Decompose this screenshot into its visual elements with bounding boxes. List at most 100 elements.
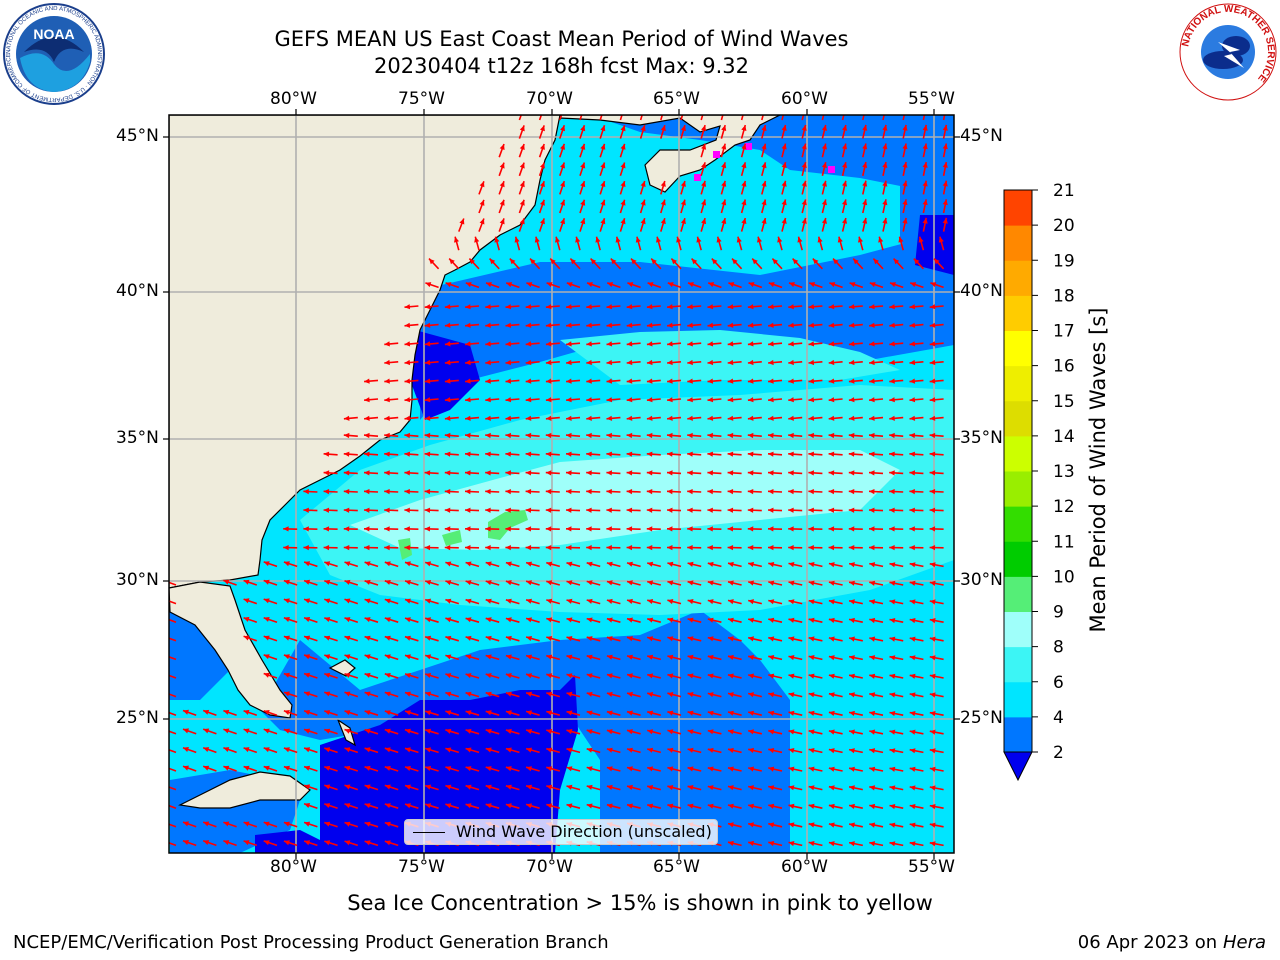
- wind-arrow-head: [546, 747, 553, 753]
- wind-arrow-head: [848, 415, 855, 421]
- wind-arrow-head: [788, 580, 795, 586]
- wind-arrow-head: [942, 217, 948, 224]
- wind-arrow-head: [364, 765, 371, 771]
- wind-arrow-head: [425, 691, 432, 697]
- wind-arrow-head: [721, 107, 726, 113]
- wind-arrow-head: [560, 162, 565, 169]
- wind-arrow-head: [728, 561, 734, 567]
- wind-arrow-head: [263, 635, 270, 641]
- wind-arrow-head: [727, 545, 734, 551]
- wind-arrow-head: [445, 654, 452, 660]
- wind-arrow-head: [748, 636, 754, 642]
- wind-arrow-head: [566, 397, 572, 403]
- wind-arrow-head: [183, 840, 189, 845]
- wind-arrow-head: [424, 470, 431, 476]
- wind-arrow-head: [600, 162, 606, 169]
- wind-arrow-head: [788, 432, 794, 439]
- wind-arrow-head: [922, 180, 928, 187]
- wind-arrow-head: [364, 747, 371, 753]
- wind-arrow-head: [540, 125, 545, 132]
- wind-arrow-head: [620, 218, 626, 225]
- colorbar-tick-label: 18: [1053, 286, 1075, 306]
- wind-arrow-head: [283, 691, 290, 697]
- wind-arrow-head: [183, 728, 189, 734]
- wind-arrow-head: [404, 489, 410, 495]
- wind-arrow-head: [687, 599, 694, 605]
- wind-arrow-head: [343, 415, 350, 421]
- wind-arrow-head: [667, 322, 673, 328]
- wind-arrow-head: [384, 545, 390, 551]
- wind-arrow-head: [499, 162, 505, 169]
- wind-arrow-head: [425, 598, 432, 604]
- wind-arrow-head: [525, 304, 532, 310]
- colorbar-label: Mean Period of Wind Waves [s]: [1086, 307, 1110, 633]
- wind-arrow-head: [606, 359, 613, 366]
- wind-arrow-head: [534, 236, 540, 243]
- wind-arrow-head: [747, 545, 754, 551]
- wind-arrow-head: [606, 654, 613, 660]
- wind-arrow-head: [263, 765, 270, 771]
- wind-arrow-head: [902, 106, 907, 112]
- wind-arrow-head: [728, 785, 734, 791]
- wind-arrow-head: [566, 507, 572, 513]
- wind-arrow-head: [701, 162, 707, 169]
- wind-arrow-head: [909, 545, 915, 551]
- wind-arrow-head: [485, 341, 491, 347]
- wind-arrow-head: [404, 415, 411, 421]
- colorbar-segment: [1004, 260, 1032, 296]
- wind-arrow-head: [424, 304, 431, 310]
- wind-arrow-head: [540, 162, 545, 169]
- wind-arrow-head: [922, 217, 928, 224]
- wind-arrow-head: [889, 322, 895, 328]
- wind-arrow-head: [853, 258, 859, 265]
- wind-arrow-shaft: [660, 115, 664, 121]
- wind-arrow-head: [929, 470, 936, 476]
- wind-arrow-head: [842, 125, 848, 131]
- wind-arrow-head: [626, 470, 633, 476]
- wind-arrow-head: [243, 709, 250, 715]
- wind-arrow-head: [809, 282, 816, 288]
- chart-title: GEFS MEAN US East Coast Mean Period of W…: [274, 27, 849, 51]
- wind-arrow-head: [837, 236, 843, 243]
- wind-arrow-head: [869, 710, 876, 717]
- wind-arrow-head: [243, 616, 250, 622]
- wind-arrow-head: [707, 451, 713, 457]
- noaa-logo-text: NOAA: [33, 26, 74, 42]
- wind-arrow-head: [828, 729, 835, 735]
- wind-arrow-head: [344, 728, 351, 734]
- wind-arrow-head: [580, 199, 586, 206]
- wind-arrow-head: [606, 507, 612, 513]
- wind-arrow-head: [828, 451, 835, 457]
- wind-arrow-head: [404, 378, 411, 384]
- wind-arrow-head: [768, 432, 774, 439]
- wind-arrow-head: [929, 304, 936, 310]
- wind-arrow-head: [748, 692, 754, 698]
- sea-ice-marks: [694, 143, 835, 181]
- wind-arrow-head: [889, 599, 896, 605]
- wind-arrow-head: [499, 199, 505, 206]
- wind-arrow-head: [405, 784, 411, 790]
- wind-arrow-head: [384, 784, 391, 790]
- wind-arrow-head: [701, 125, 707, 132]
- wind-arrow-head: [545, 341, 552, 347]
- wind-arrow-head: [606, 784, 613, 790]
- wind-arrow-head: [323, 507, 330, 513]
- wind-arrow-head: [485, 598, 492, 604]
- wind-arrow-head: [405, 766, 411, 771]
- wind-arrow-head: [223, 765, 230, 771]
- wind-arrow-head: [485, 803, 492, 809]
- wind-arrow-head: [525, 545, 532, 551]
- wind-arrow-head: [748, 710, 754, 716]
- wind-arrow-head: [667, 451, 673, 457]
- wind-arrow-head: [384, 691, 391, 697]
- wind-arrow-head: [687, 432, 693, 439]
- lon-label-bottom: 55°W: [908, 857, 955, 877]
- wind-arrow-head: [243, 728, 250, 734]
- wind-arrow-head: [424, 415, 431, 421]
- wind-arrow-head: [600, 181, 606, 187]
- wind-arrow-head: [781, 180, 787, 187]
- wind-arrow-head: [566, 636, 573, 642]
- wind-arrow-head: [626, 397, 633, 403]
- wind-arrow-head: [781, 125, 787, 131]
- wind-arrow-head: [465, 728, 472, 734]
